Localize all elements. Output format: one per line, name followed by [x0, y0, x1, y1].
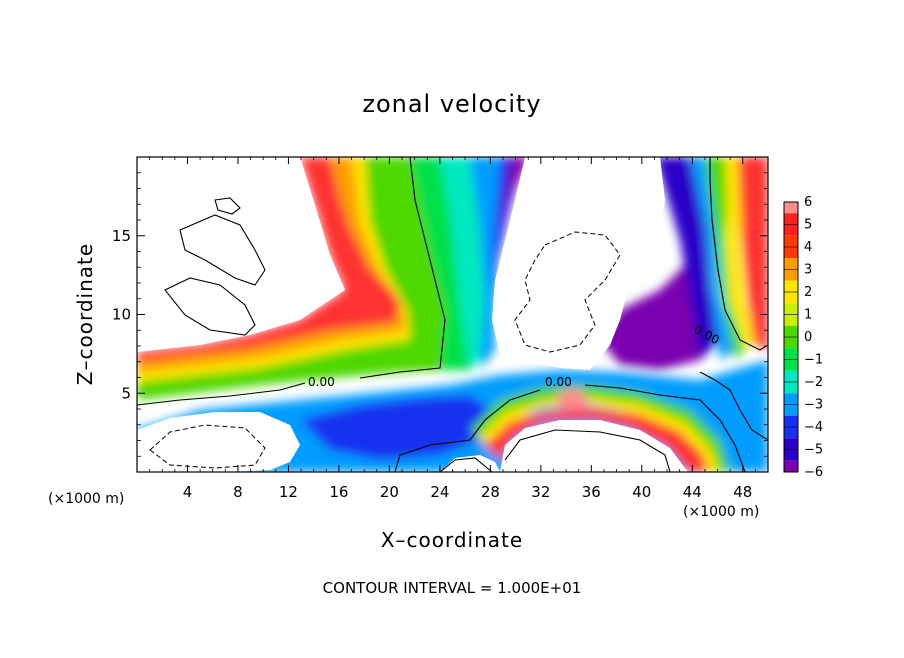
x-tick-label: 24	[430, 483, 449, 501]
white-region-lower-left-arch	[440, 455, 500, 472]
x-tick-label: 40	[632, 483, 651, 501]
x-axis-label: X–coordinate	[381, 528, 523, 552]
field-region-navy-column	[492, 157, 525, 300]
field-region-purple-column	[500, 157, 530, 240]
colorbar-tick-label: −3	[804, 398, 823, 413]
y-tick-label: 10	[112, 306, 131, 324]
field-region-purple-right	[600, 240, 705, 370]
field-region-green-right	[705, 157, 745, 360]
white-region-lower-left	[137, 412, 300, 472]
x-tick-label: 48	[733, 483, 752, 501]
x-tick-label: 4	[183, 483, 193, 501]
field-region-green-center	[137, 157, 445, 400]
contour-dashed-lower	[149, 424, 266, 469]
colorbar-tick-label: 5	[804, 218, 812, 233]
x-tick-label: 20	[380, 483, 399, 501]
contour-closed-b	[164, 277, 256, 336]
contour-closed-e	[439, 457, 493, 472]
colorbar-tick-label: −6	[804, 465, 823, 480]
colorbar-tick-label: 3	[804, 263, 812, 278]
x-tick-label: 8	[233, 483, 243, 501]
x-tick-label: 12	[279, 483, 298, 501]
field-region-arch-yellow	[478, 397, 718, 472]
y-tick-label: 15	[112, 227, 131, 245]
contour-zero-right2	[699, 371, 768, 441]
y-axis: 5 10 15	[112, 172, 768, 457]
field-region-yellow-right	[725, 157, 755, 350]
y-axis-label: Z–coordinate	[73, 243, 97, 385]
colorbar-swatch	[784, 202, 798, 214]
colorbar-tick-label: −5	[804, 443, 823, 458]
field-region-red-right	[738, 157, 768, 350]
contour-label-1: 0.00	[308, 375, 335, 389]
contour-zero-bottom	[394, 384, 746, 472]
colorbar-tick-label: −2	[804, 375, 823, 390]
contour-closed-a	[179, 214, 266, 286]
x-tick-label: 44	[683, 483, 702, 501]
x-tick-label: 36	[582, 483, 601, 501]
contour-closed-d	[504, 429, 671, 472]
x-tick-label: 28	[481, 483, 500, 501]
contour-closed-c	[214, 197, 241, 215]
field-region-blue-right	[690, 157, 735, 360]
velocity-field: 0.00 0.00 0.00	[137, 157, 768, 472]
field-region-arch-red	[485, 408, 708, 472]
x-axis: 4 8 12 16 20 24 28 32 36 40 44 48	[149, 157, 756, 501]
colorbar-tick-label: 4	[804, 240, 812, 255]
contour-zero-right	[709, 157, 768, 351]
chart-title: zonal velocity	[362, 90, 541, 118]
colorbar-tick-label: −4	[804, 420, 823, 435]
x-unit-label: (×1000 m)	[683, 504, 759, 520]
x-tick-label: 32	[531, 483, 550, 501]
contour-label-2: 0.00	[545, 375, 572, 389]
white-region-lower-middle	[500, 420, 688, 472]
z-unit-label: (×1000 m)	[48, 491, 124, 507]
field-region-red-left	[137, 157, 400, 362]
contour-zero-left	[137, 157, 446, 406]
field-region-navy-right	[655, 157, 720, 360]
colorbar-tick-label: 2	[804, 285, 812, 300]
colorbar-tick-label: 0	[804, 330, 812, 345]
x-tick-label: 16	[329, 483, 348, 501]
white-region-upper-left	[137, 157, 345, 352]
contour-interval-note: CONTOUR INTERVAL = 1.000E+01	[323, 579, 582, 597]
contour-lines	[137, 157, 768, 472]
colorbar-tick-label: −1	[804, 353, 823, 368]
contour-lines-dashed	[149, 231, 621, 469]
white-region-upper-center	[492, 157, 665, 370]
colorbar-tick-label: 1	[804, 308, 812, 323]
field-region-hotspot	[555, 388, 590, 410]
y-tick-label: 5	[121, 384, 131, 402]
colorbar: 6 5 4 3 2 1 0 −1 −2 −3 −4 −5 −6	[783, 195, 823, 480]
plot-area: 0.00 0.00 0.00	[136, 156, 769, 473]
colorbar-tick-label: 6	[804, 195, 812, 210]
colorbar-swatch	[784, 460, 798, 472]
